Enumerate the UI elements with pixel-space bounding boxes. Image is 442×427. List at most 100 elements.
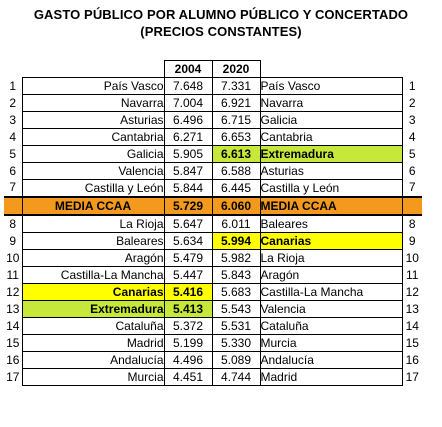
region-2004: Cantabria [21, 128, 165, 146]
value-2004: 5.199 [163, 334, 213, 352]
header-spacer [4, 61, 22, 78]
table-row: 4 Cantabria 6.271 6.653 Cantabria 4 [4, 128, 422, 146]
rank-left: 9 [4, 232, 23, 250]
average-row: MEDIA CCAA 5.729 6.060 MEDIA CCAA [4, 196, 422, 216]
region-2004: Aragón [21, 249, 165, 267]
table-row: 14 Cataluña 5.372 5.531 Cataluña 14 [4, 317, 422, 335]
ranking-table: 2004 2020 1 País Vasco 7.648 7.331 País … [4, 60, 422, 386]
table-row: 15 Madrid 5.199 5.330 Murcia 15 [4, 334, 422, 352]
value-2004: 7.648 [163, 77, 213, 95]
region-2004: Andalucía [21, 351, 165, 369]
rank-left: 2 [4, 94, 23, 112]
value-2004: 5.372 [163, 317, 213, 335]
value-2020: 5.531 [211, 317, 261, 335]
value-2020-highlighted: 5.994 [211, 232, 261, 250]
region-2020: Madrid [259, 368, 403, 386]
table-row: 13 Extremadura 5.413 5.543 Valencia 13 [4, 300, 422, 318]
value-2004: 5.447 [163, 266, 213, 284]
value-2004: 5.847 [163, 162, 213, 180]
rank-left: 11 [4, 266, 23, 284]
value-2020: 6.011 [211, 214, 261, 233]
region-2004: Cataluña [21, 317, 165, 335]
value-2004: 6.271 [163, 128, 213, 146]
value-2020: 5.982 [211, 249, 261, 267]
title-line-2: (PRECIOS CONSTANTES) [140, 24, 302, 39]
region-2020: Aragón [259, 266, 403, 284]
value-2020: 6.445 [211, 179, 261, 198]
header-row: 2004 2020 [4, 60, 422, 78]
region-2004: La Rioja [21, 214, 165, 233]
rank-right: 4 [401, 128, 422, 146]
rank-right: 2 [401, 94, 422, 112]
value-2004: 5.647 [163, 214, 213, 233]
value-2020: 5.543 [211, 300, 261, 318]
value-2020: 6.588 [211, 162, 261, 180]
title-line-1: GASTO PÚBLICO POR ALUMNO PÚBLICO Y CONCE… [33, 7, 409, 22]
region-2020: Cantabria [259, 128, 403, 146]
region-2004: Castilla-La Mancha [21, 266, 165, 284]
rank-left: 7 [4, 179, 23, 197]
rank-right: 11 [401, 266, 422, 284]
rank-right: 8 [401, 215, 422, 233]
value-2004: 5.634 [163, 232, 213, 250]
header-spacer [22, 61, 164, 78]
value-2020: 7.331 [211, 77, 261, 95]
value-2004: 6.496 [163, 111, 213, 129]
header-spacer [402, 61, 422, 78]
value-2004: 5.844 [163, 179, 213, 198]
region-2020: Baleares [259, 214, 403, 233]
value-2004: 5.905 [163, 145, 213, 163]
rank-right: 9 [401, 232, 422, 250]
region-2004: Galicia [21, 145, 165, 163]
table-row: 16 Andalucía 4.496 5.089 Andalucía 16 [4, 351, 422, 369]
region-2020: Valencia [259, 300, 403, 318]
value-2004: 4.451 [163, 368, 213, 386]
rank-right: 3 [401, 111, 422, 129]
rank-right: 15 [401, 334, 422, 352]
value-2020: 5.683 [211, 283, 261, 301]
rank-right: 10 [401, 249, 422, 267]
year-2004-header: 2004 [163, 60, 213, 78]
table-row: 3 Asturias 6.496 6.715 Galicia 3 [4, 111, 422, 129]
table-row: 12 Canarias 5.416 5.683 Castilla-La Manc… [4, 283, 422, 301]
average-fill-left [4, 196, 23, 216]
rank-left: 3 [4, 111, 23, 129]
region-2004: Murcia [21, 368, 165, 386]
value-2004-highlighted: 5.416 [163, 283, 213, 301]
rank-left: 4 [4, 128, 23, 146]
region-2004-highlighted: Canarias [21, 283, 165, 301]
rank-left: 16 [4, 351, 23, 369]
rank-left: 6 [4, 162, 23, 180]
rank-right: 7 [401, 179, 422, 197]
value-2020: 5.843 [211, 266, 261, 284]
average-value-2020: 6.060 [211, 196, 261, 216]
region-2020: Castilla-La Mancha [259, 283, 403, 301]
table-row: 17 Murcia 4.451 4.744 Madrid 17 [4, 368, 422, 386]
average-label-right: MEDIA CCAA [259, 196, 403, 216]
rank-right: 5 [401, 145, 422, 163]
rank-left: 10 [4, 249, 23, 267]
rank-left: 12 [4, 283, 23, 301]
region-2020: Andalucía [259, 351, 403, 369]
table-row: 2 Navarra 7.004 6.921 Navarra 2 [4, 94, 422, 112]
region-2020: País Vasco [259, 77, 403, 95]
rank-left: 13 [4, 300, 23, 318]
header-spacer [260, 61, 402, 78]
value-2004: 5.479 [163, 249, 213, 267]
region-2004: Castilla y León [21, 179, 165, 198]
region-2020-highlighted: Canarias [259, 232, 403, 250]
region-2020: Castilla y León [259, 179, 403, 198]
table-row: 8 La Rioja 5.647 6.011 Baleares 8 [4, 214, 422, 233]
rank-right: 1 [401, 77, 422, 95]
rank-left: 15 [4, 334, 23, 352]
year-2020-header: 2020 [211, 60, 261, 78]
rank-left: 8 [4, 215, 23, 233]
table-row: 7 Castilla y León 5.844 6.445 Castilla y… [4, 179, 422, 198]
region-2020: Navarra [259, 94, 403, 112]
region-2004: Baleares [21, 232, 165, 250]
region-2020: Cataluña [259, 317, 403, 335]
average-value-2004: 5.729 [163, 196, 213, 216]
rank-right: 17 [401, 368, 422, 386]
region-2004: País Vasco [21, 77, 165, 95]
rank-right: 6 [401, 162, 422, 180]
